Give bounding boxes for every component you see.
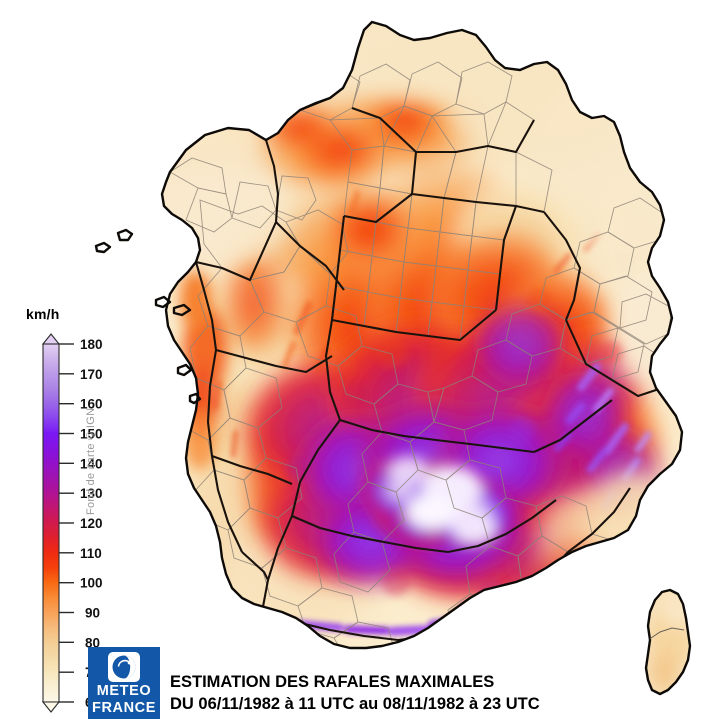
legend-bottom-arrow <box>41 701 61 713</box>
legend-tick-150: 150 <box>80 427 103 442</box>
caption-period: DU 06/11/1982 à 11 UTC au 08/11/1982 à 2… <box>170 695 540 713</box>
caption-title: ESTIMATION DES RAFALES MAXIMALES <box>170 673 495 691</box>
legend-top-arrow <box>41 333 61 345</box>
legend-tick-100: 100 <box>80 576 103 591</box>
logo-word-meteo: METEO <box>96 683 152 699</box>
legend-tick-140: 140 <box>80 456 103 471</box>
legend-tick-160: 160 <box>80 397 103 412</box>
legend-tick-120: 120 <box>80 516 103 531</box>
france-outline <box>94 20 692 696</box>
legend-tick-130: 130 <box>80 486 103 501</box>
corsica-internal-border <box>647 627 685 641</box>
departement-borders <box>169 61 673 648</box>
legend-tick-180: 180 <box>80 337 103 352</box>
mainland-field <box>162 22 682 648</box>
legend-tick-170: 170 <box>80 367 103 382</box>
legend-tick-80: 80 <box>85 635 100 650</box>
meteo-france-swirl-icon <box>108 652 140 682</box>
legend-ticks <box>59 343 74 703</box>
legend-tick-110: 110 <box>80 546 102 561</box>
map-source-credit: Fond de carte © IGN <box>85 407 97 515</box>
meteo-france-logo: METEO FRANCE <box>88 647 160 719</box>
legend-gradient-bar <box>42 343 60 703</box>
legend-tick-90: 90 <box>85 606 100 621</box>
logo-word-france: FRANCE <box>91 700 156 716</box>
map-footer: METEO FRANCE ESTIMATION DES RAFALES MAXI… <box>88 647 540 719</box>
legend-unit-label: km/h <box>26 306 60 322</box>
map-caption: ESTIMATION DES RAFALES MAXIMALES DU 06/1… <box>170 647 540 715</box>
